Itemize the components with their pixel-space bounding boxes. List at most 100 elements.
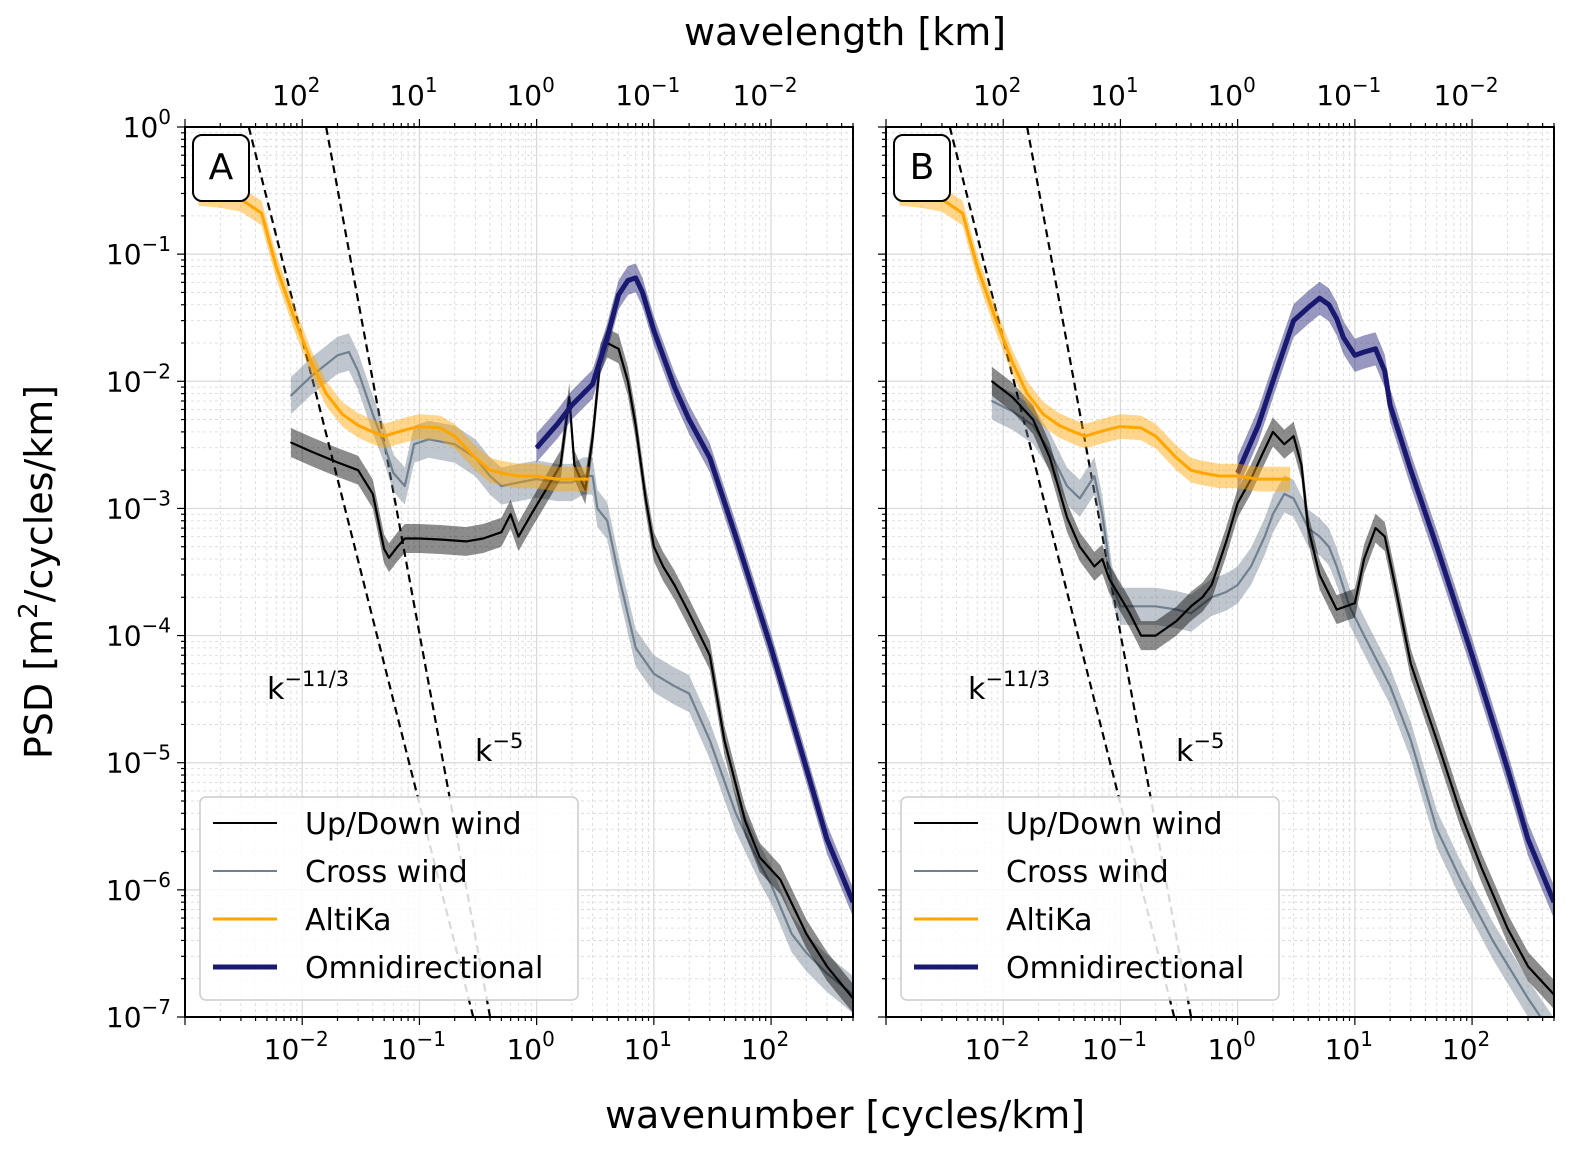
data-point	[348, 351, 350, 353]
data-point	[1374, 527, 1377, 529]
data-point	[1257, 478, 1260, 480]
data-point	[407, 428, 409, 430]
data-point	[1078, 497, 1081, 500]
data-point	[1119, 596, 1122, 599]
data-point	[1272, 513, 1274, 516]
data-point	[826, 965, 828, 968]
data-point	[617, 293, 620, 296]
data-point	[1066, 516, 1068, 519]
data-point	[1435, 828, 1438, 830]
data-point	[1093, 565, 1096, 568]
data-point	[1363, 558, 1365, 560]
data-point	[357, 370, 359, 373]
data-point	[1066, 485, 1068, 487]
data-point	[439, 427, 441, 429]
data-point	[1210, 596, 1213, 599]
x-tick-label: 10−1	[1082, 1027, 1147, 1066]
data-point	[1506, 767, 1509, 770]
data-point	[1175, 620, 1178, 622]
data-point	[1272, 478, 1274, 480]
data-point	[758, 856, 761, 859]
data-point	[453, 435, 456, 437]
data-point	[1389, 404, 1391, 406]
data-point	[418, 537, 421, 540]
band-omnidirectional	[1237, 281, 1554, 919]
data-point	[1263, 535, 1266, 538]
data-point	[517, 535, 520, 538]
y-axis-title-sup: 2	[14, 602, 44, 619]
data-point	[617, 348, 620, 350]
data-point	[568, 396, 571, 398]
data-point	[770, 647, 772, 649]
data-point	[588, 478, 590, 480]
y-tick-label: 10−1	[106, 232, 171, 271]
data-point	[673, 386, 676, 388]
data-point	[413, 443, 415, 446]
data-point	[482, 537, 485, 540]
data-point	[1527, 997, 1529, 1000]
data-point	[371, 493, 374, 495]
data-point	[1236, 502, 1239, 504]
data-point	[290, 441, 292, 444]
data-point	[1119, 425, 1122, 428]
data-point	[1318, 297, 1321, 300]
data-point	[1140, 427, 1142, 429]
data-point	[653, 329, 655, 332]
data-point	[571, 481, 573, 484]
data-point	[1328, 545, 1330, 548]
data-point	[1257, 424, 1260, 427]
data-point	[1026, 392, 1028, 395]
y-axis-title: PSD [m2/cycles/km]	[14, 385, 61, 759]
data-point	[734, 812, 737, 815]
data-point	[1342, 336, 1345, 339]
data-point	[1072, 431, 1075, 433]
data-point	[1328, 303, 1330, 306]
band-omnidirectional	[536, 263, 853, 917]
data-point	[545, 489, 547, 491]
panel-a: 10−2 10−1 100 101 102 102 101 100 10−1 10−2 100 10−…	[106, 73, 854, 1066]
data-point	[1383, 535, 1386, 538]
legend-label: AltiKa	[1006, 903, 1092, 938]
data-point	[392, 432, 395, 435]
x-tick-label: 10−2	[965, 1027, 1030, 1066]
series-layer	[197, 181, 853, 1014]
data-point	[1190, 469, 1192, 471]
data-point	[641, 291, 644, 294]
data-point	[1140, 605, 1142, 608]
legend-label: Cross wind	[305, 855, 468, 890]
data-point	[653, 673, 655, 675]
data-point	[1363, 634, 1365, 637]
line-cross-wind	[290, 350, 853, 996]
x-top-tick-label: 100	[506, 73, 554, 112]
slope-label-k-5: k−5	[475, 729, 523, 769]
tick-labels: 10−2 10−1 100 101 102 102 101 100 10−1 10−2 100 10−…	[106, 73, 798, 1066]
tick-marks	[177, 119, 854, 1025]
band-altika	[198, 181, 590, 492]
legend: Up/Down wind Cross wind AltiKa Omnidirectio…	[900, 796, 1280, 1001]
data-point	[591, 436, 594, 439]
data-point	[1374, 348, 1377, 350]
line-omnidirectional	[534, 275, 853, 904]
data-point	[708, 739, 711, 742]
data-point	[1140, 634, 1142, 637]
data-point	[1011, 361, 1014, 364]
data-point	[596, 507, 599, 510]
legend: Up/Down wind Cross wind AltiKa Omnidirectio…	[199, 796, 579, 1001]
data-point	[275, 265, 278, 268]
slope-label-k-11-3: k−11/3	[968, 667, 1050, 707]
data-point	[260, 212, 263, 214]
data-point	[591, 475, 594, 477]
data-point	[1236, 472, 1239, 474]
line-omnidirectional	[1235, 295, 1554, 904]
data-point	[1108, 428, 1110, 430]
data-point	[341, 413, 344, 416]
data-point	[1236, 475, 1239, 477]
data-point	[1108, 577, 1110, 580]
data-point	[573, 464, 576, 466]
data-point	[734, 535, 737, 538]
data-point	[1201, 472, 1204, 474]
grid	[185, 127, 853, 1017]
x-top-tick-label: 10−1	[615, 73, 680, 112]
data-point	[1154, 605, 1157, 608]
data-point	[290, 394, 292, 397]
